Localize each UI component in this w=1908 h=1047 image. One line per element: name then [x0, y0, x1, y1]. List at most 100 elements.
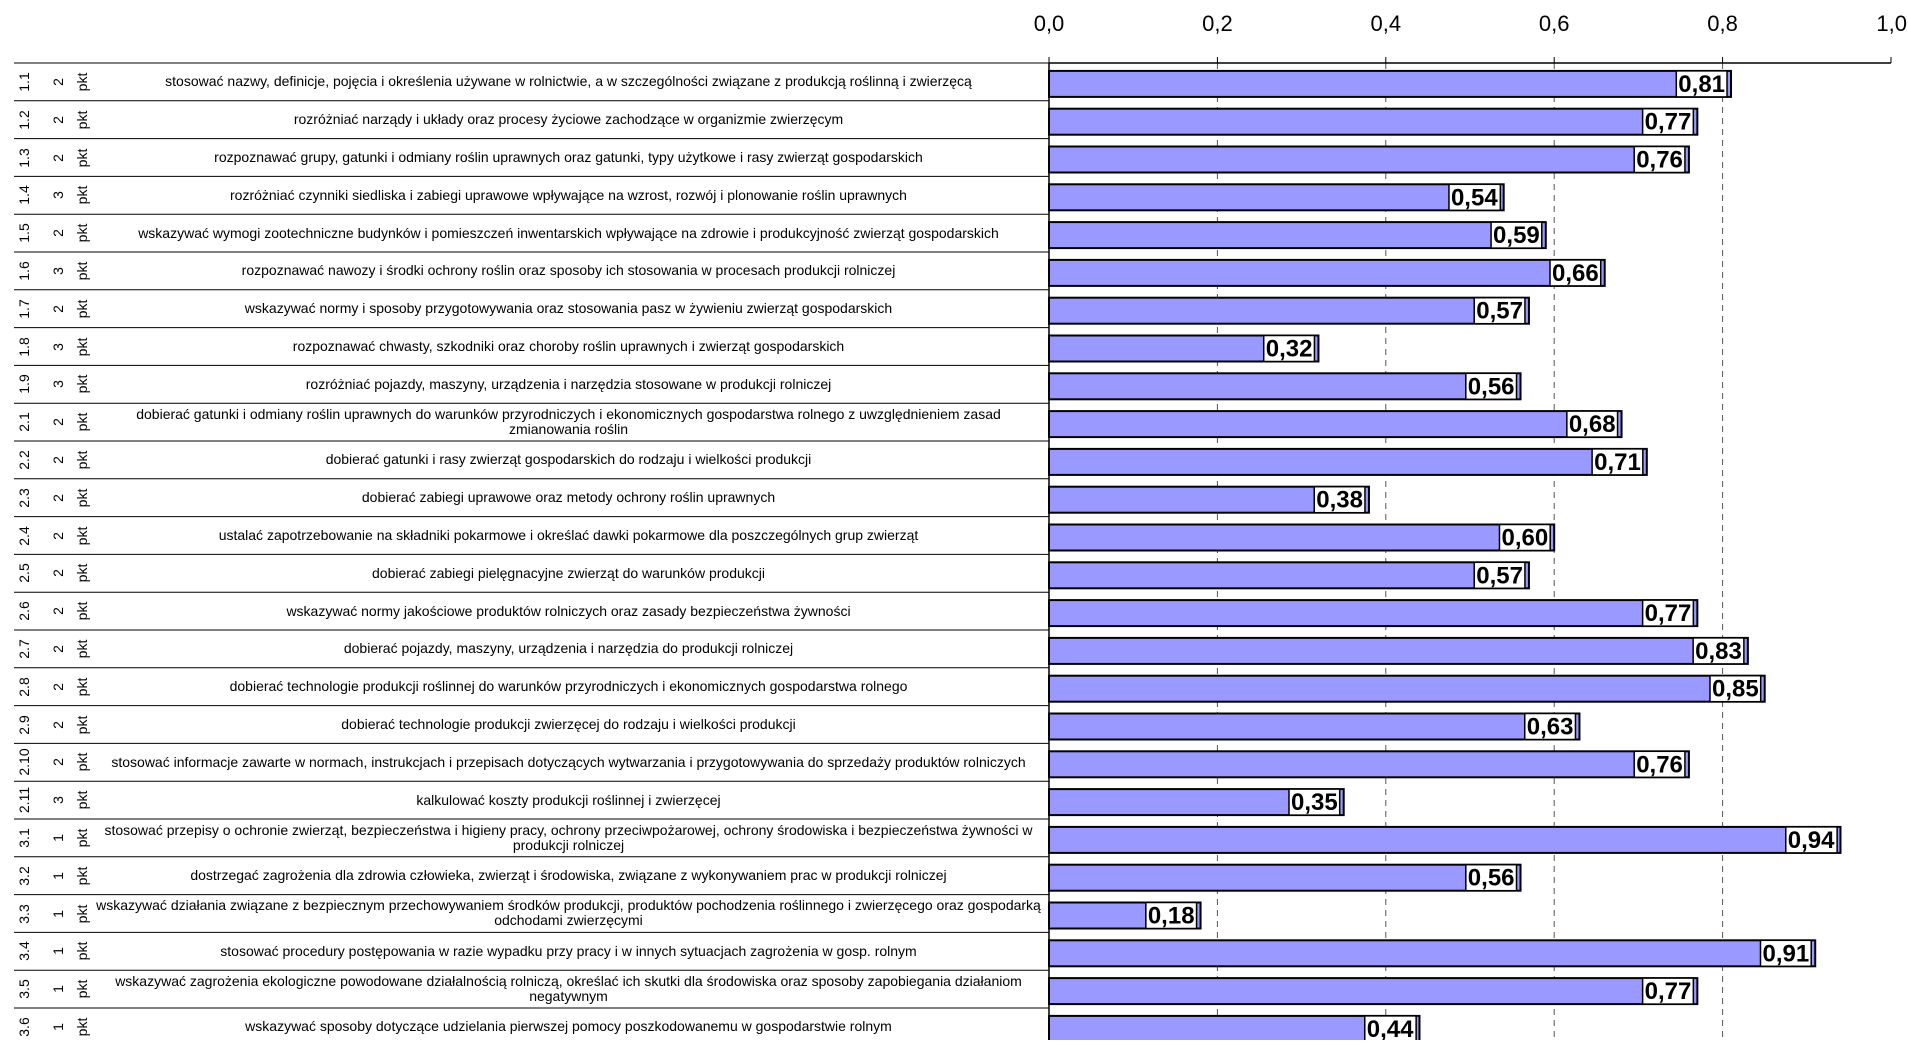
row-points: 2: [50, 153, 66, 162]
row-description: wskazywać normy i sposoby przygotowywani…: [244, 300, 893, 317]
data-label-box: [1473, 296, 1526, 325]
bar: [1048, 183, 1505, 212]
data-label: 0,60: [1501, 525, 1548, 552]
data-label: 0,94: [1788, 827, 1835, 854]
row-points: 2: [50, 682, 66, 691]
row-unit: pkt: [74, 148, 90, 167]
data-label-box: [1549, 259, 1602, 287]
row-id: 1.6: [16, 261, 32, 281]
data-label: 0,66: [1552, 260, 1599, 287]
data-label: 0,77: [1645, 600, 1692, 627]
bar: [1048, 977, 1699, 1006]
data-label-box: [1591, 448, 1644, 476]
row-id: 1.5: [16, 223, 32, 243]
data-label-box: [1709, 674, 1762, 703]
data-label: 0,54: [1451, 184, 1498, 211]
row-unit: pkt: [74, 412, 90, 432]
bar: [1048, 69, 1733, 98]
row-points: 2: [50, 229, 66, 237]
row-unit: pkt: [74, 337, 90, 356]
bar: [1048, 1014, 1421, 1040]
bar: [1048, 939, 1817, 968]
row-unit: pkt: [74, 299, 90, 319]
data-label-box: [1465, 372, 1518, 401]
data-label: 0,81: [1678, 71, 1725, 98]
bar: [1048, 372, 1522, 401]
row-points: 1: [50, 834, 66, 842]
bar: [1048, 750, 1690, 779]
row-points: 1: [50, 909, 66, 918]
data-label: 0,18: [1148, 903, 1195, 930]
row-unit: pkt: [74, 526, 90, 545]
row-id: 1.3: [16, 147, 32, 168]
row-points: 1: [50, 985, 66, 993]
row-unit: pkt: [74, 790, 90, 810]
data-label: 0,56: [1468, 373, 1515, 400]
data-label-box: [1785, 826, 1838, 854]
data-label-box: [1692, 637, 1745, 665]
data-label: 0,83: [1695, 638, 1742, 665]
data-label: 0,63: [1527, 714, 1574, 741]
data-label-box: [1566, 410, 1619, 438]
data-label: 0,68: [1569, 411, 1616, 438]
row-description: dobierać gatunki i odmiany roślin uprawn…: [136, 406, 1001, 438]
row-description: rozróżniać narządy i układy oraz procesy…: [293, 111, 844, 128]
row-unit: pkt: [74, 979, 90, 999]
data-label: 0,44: [1367, 1016, 1414, 1040]
bar: [1048, 410, 1623, 439]
x-tick-label: 0,6: [1539, 11, 1570, 36]
data-label-box: [1641, 977, 1695, 1005]
row-unit: pkt: [74, 72, 90, 92]
row-id: 2.1: [16, 412, 32, 432]
data-label-box: [1288, 788, 1341, 816]
row-unit: pkt: [74, 223, 90, 243]
row-points: 3: [50, 380, 66, 389]
row-points: 2: [50, 418, 66, 426]
row-points: 2: [50, 645, 66, 653]
row-id: 3.2: [16, 865, 32, 886]
bar: [1048, 674, 1766, 703]
bar: [1048, 447, 1648, 476]
data-label-box: [1523, 712, 1577, 741]
row-id: 2.8: [16, 676, 32, 697]
row-points: 2: [50, 607, 66, 615]
row-unit: pkt: [74, 185, 90, 205]
row-points: 2: [50, 758, 66, 767]
x-tick-label: 0,2: [1202, 11, 1233, 36]
bar: [1048, 107, 1699, 136]
row-points: 2: [50, 304, 66, 313]
row-description: dobierać zabiegi uprawowe oraz metody oc…: [361, 489, 776, 506]
row-description: stosować przepisy o ochronie zwierząt, b…: [104, 821, 1033, 853]
row-points: 2: [50, 493, 66, 502]
x-tick-label: 0,0: [1034, 11, 1065, 36]
row-unit: pkt: [74, 601, 90, 621]
bar: [1048, 561, 1530, 590]
row-id: 3.5: [16, 979, 32, 999]
data-label: 0,38: [1316, 487, 1363, 514]
row-id: 3.6: [16, 1017, 32, 1037]
row-id: 3.4: [16, 941, 32, 962]
row-id: 2.2: [16, 450, 32, 470]
row-id: 2.6: [16, 601, 32, 621]
row-description: rozpoznawać nawozy i środki ochrony rośl…: [241, 262, 896, 279]
row-unit: pkt: [74, 110, 90, 130]
bar: [1048, 258, 1606, 287]
row-description: stosować informacje zawarte w normach, i…: [111, 753, 1026, 770]
row-points: 2: [50, 78, 66, 86]
x-tick-label: 1,0: [1876, 11, 1907, 36]
row-id: 3.3: [16, 903, 32, 924]
row-description: ustalać zapotrzebowanie na składniki pok…: [218, 526, 919, 543]
bar: [1048, 145, 1690, 174]
bar: [1048, 863, 1522, 892]
row-unit: pkt: [74, 261, 90, 281]
row-points: 2: [50, 720, 66, 729]
row-description: dobierać technologie produkcji roślinnej…: [229, 678, 908, 695]
row-unit: pkt: [74, 639, 90, 659]
bar: [1048, 523, 1556, 552]
row-description: dobierać pojazdy, maszyny, urządzenia i …: [343, 640, 794, 657]
row-points: 2: [50, 456, 66, 464]
row-description: wskazywać wymogi zootechniczne budynków …: [138, 224, 999, 241]
data-label: 0,71: [1594, 449, 1641, 476]
row-description: kalkulować koszty produkcji roślinnej i …: [416, 791, 721, 808]
